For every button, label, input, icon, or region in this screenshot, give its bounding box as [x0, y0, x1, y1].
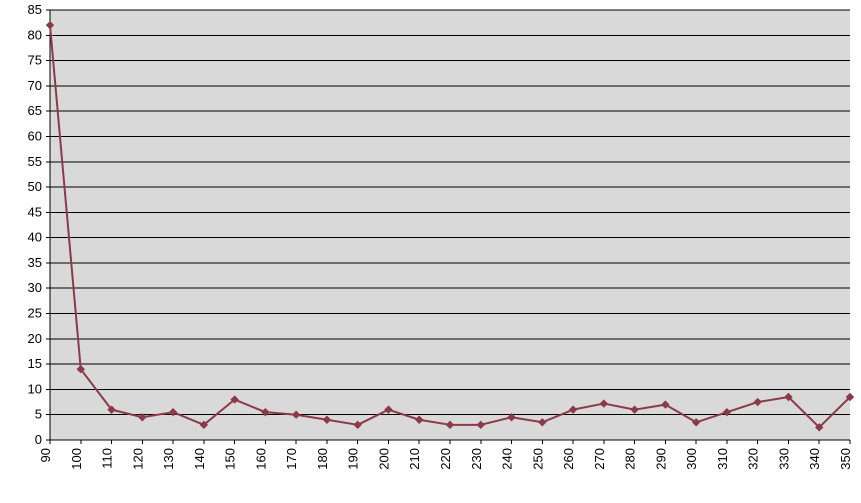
xtick-label: 170: [284, 448, 299, 470]
xtick-label: 290: [653, 448, 668, 470]
ytick-label: 40: [28, 230, 42, 245]
xtick-label: 100: [69, 448, 84, 470]
ytick-label: 70: [28, 78, 42, 93]
xtick-label: 250: [530, 448, 545, 470]
xtick-label: 270: [592, 448, 607, 470]
xtick-label: 200: [376, 448, 391, 470]
ytick-label: 20: [28, 331, 42, 346]
xtick-label: 120: [130, 448, 145, 470]
xtick-label: 130: [161, 448, 176, 470]
xtick-label: 230: [469, 448, 484, 470]
xtick-label: 220: [438, 448, 453, 470]
xtick-label: 190: [346, 448, 361, 470]
xtick-label: 150: [223, 448, 238, 470]
xtick-label: 110: [100, 448, 115, 469]
xtick-label: 180: [315, 448, 330, 470]
ytick-label: 80: [28, 27, 42, 42]
xtick-label: 260: [561, 448, 576, 470]
ytick-label: 85: [28, 2, 42, 17]
ytick-label: 15: [28, 356, 42, 371]
ytick-label: 75: [28, 53, 42, 68]
ytick-label: 30: [28, 280, 42, 295]
ytick-label: 60: [28, 128, 42, 143]
ytick-label: 0: [35, 432, 42, 447]
xtick-label: 330: [776, 448, 791, 470]
ytick-label: 50: [28, 179, 42, 194]
line-chart: 0 5 10 15 20 25 30 35 40 45 50 55 60 65 70 75 80 85 90 100 1…: [0, 0, 861, 503]
xtick-label: 160: [253, 448, 268, 470]
xtick-label: 210: [407, 448, 422, 470]
xtick-label: 280: [623, 448, 638, 470]
chart-svg: 0 5 10 15 20 25 30 35 40 45 50 55 60 65 70 75 80 85 90 100 1…: [0, 0, 861, 503]
ytick-label: 45: [28, 204, 42, 219]
ytick-label: 55: [28, 154, 42, 169]
xtick-label: 320: [746, 448, 761, 470]
xtick-label: 300: [684, 448, 699, 470]
ytick-label: 10: [28, 381, 42, 396]
plot-area: [50, 10, 850, 440]
ytick-label: 5: [35, 407, 42, 422]
ytick-label: 25: [28, 306, 42, 321]
xtick-label: 240: [500, 448, 515, 470]
ytick-label: 35: [28, 255, 42, 270]
xtick-label: 340: [807, 448, 822, 470]
xtick-label: 310: [715, 448, 730, 470]
xtick-label: 140: [192, 448, 207, 470]
xtick-label: 350: [838, 448, 853, 470]
xtick-label: 90: [38, 448, 53, 462]
ytick-label: 65: [28, 103, 42, 118]
